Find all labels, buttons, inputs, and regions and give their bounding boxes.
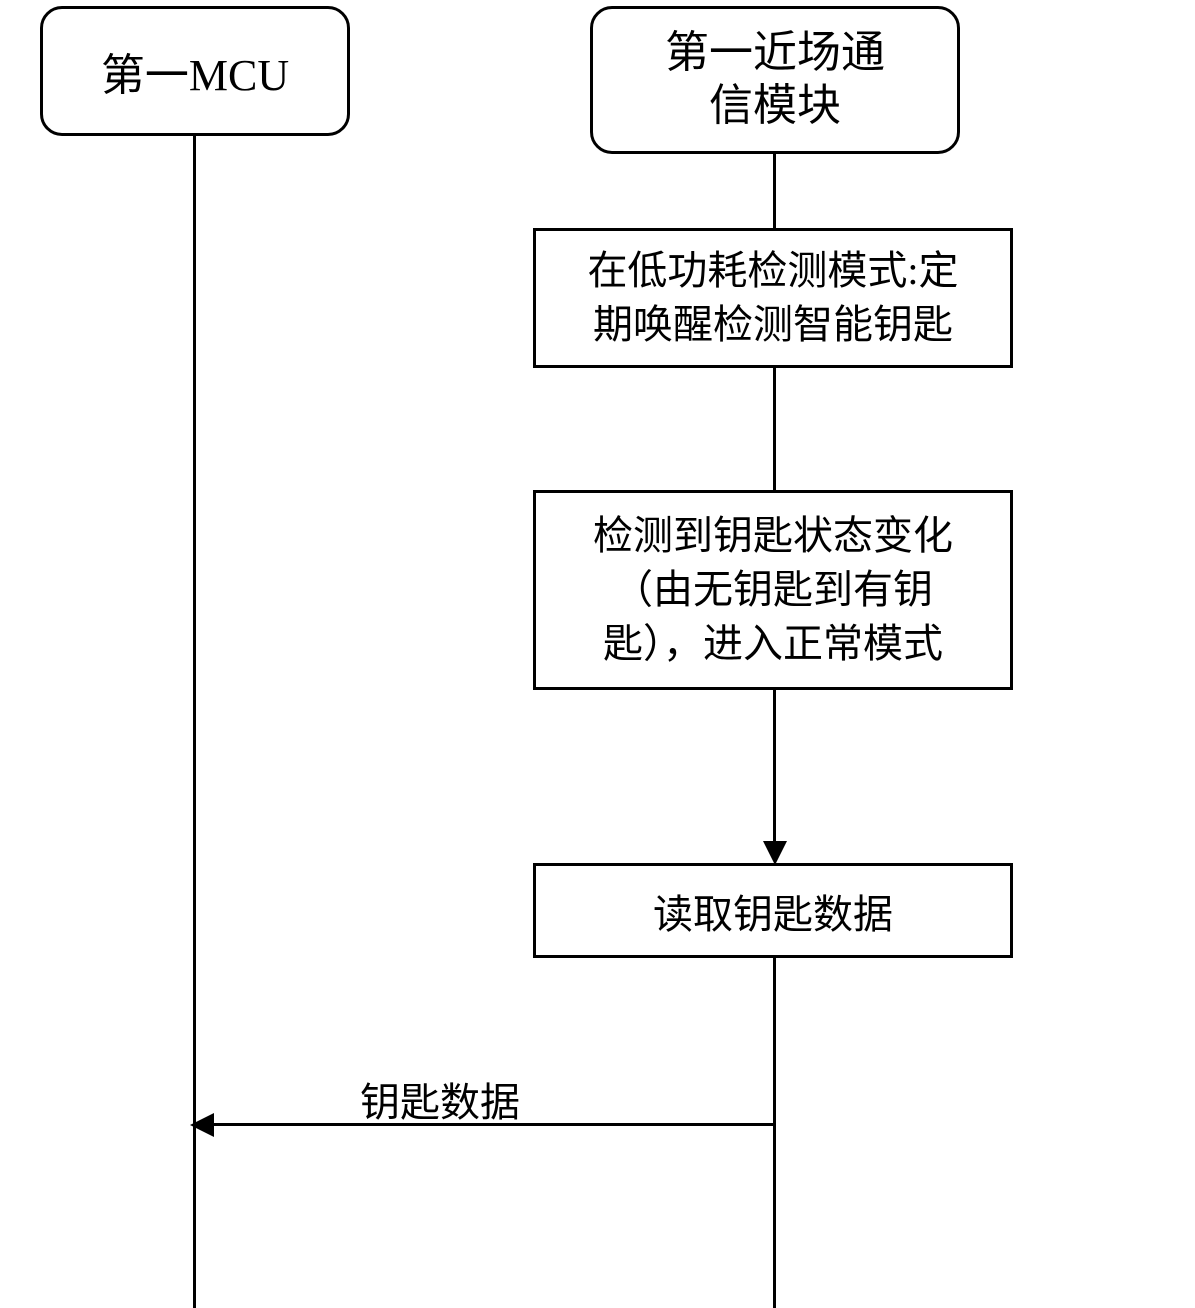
step-low-power-text: 在低功耗检测模式:定 期唤醒检测智能钥匙 bbox=[587, 244, 958, 352]
step-read-key-text: 读取钥匙数据 bbox=[653, 882, 893, 940]
arrow-into-readkey bbox=[763, 841, 787, 865]
participant-mcu: 第一MCU bbox=[40, 6, 350, 136]
message-key-data-arrow bbox=[190, 1113, 214, 1137]
participant-mcu-label: 第一MCU bbox=[101, 39, 289, 103]
message-key-data-line bbox=[210, 1123, 776, 1126]
lifeline-nfc-seg3 bbox=[773, 690, 776, 845]
step-low-power-mode: 在低功耗检测模式:定 期唤醒检测智能钥匙 bbox=[533, 228, 1013, 368]
lifeline-nfc-seg2 bbox=[773, 368, 776, 490]
step-detect-change-text: 检测到钥匙状态变化 （由无钥匙到有钥 匙），进入正常模式 bbox=[593, 509, 953, 671]
lifeline-nfc-seg1 bbox=[773, 154, 776, 228]
participant-nfc-label: 第一近场通 信模块 bbox=[665, 27, 885, 133]
participant-nfc: 第一近场通 信模块 bbox=[590, 6, 960, 154]
step-detect-change: 检测到钥匙状态变化 （由无钥匙到有钥 匙），进入正常模式 bbox=[533, 490, 1013, 690]
step-read-key: 读取钥匙数据 bbox=[533, 863, 1013, 958]
lifeline-nfc-seg4 bbox=[773, 958, 776, 1308]
message-key-data-label: 钥匙数据 bbox=[360, 1070, 520, 1128]
